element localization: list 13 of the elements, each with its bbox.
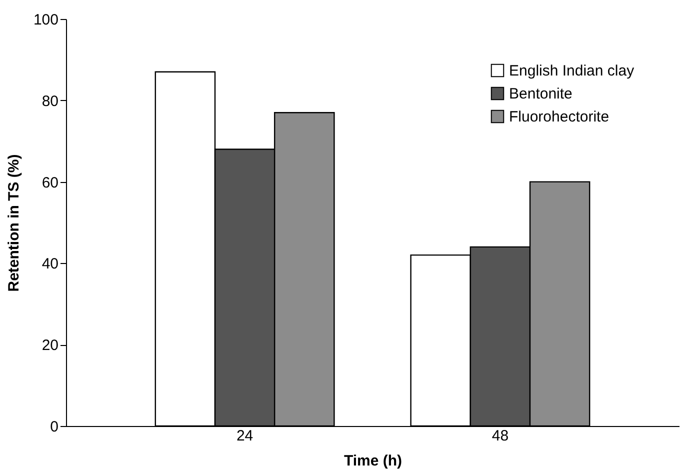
x-axis-title: Time (h)	[344, 452, 402, 470]
y-tick-label: 40	[42, 256, 58, 273]
x-tick-label: 24	[236, 428, 254, 444]
y-tick-label: 60	[42, 174, 58, 192]
y-tick-label: 100	[33, 12, 58, 28]
x-tick-label: 48	[492, 428, 509, 444]
legend-label: Fluorohectorite	[509, 108, 610, 126]
y-tick-label: 0	[50, 418, 58, 436]
y-tick-label: 20	[42, 337, 58, 354]
legend-label: English Indian clay	[509, 62, 635, 80]
y-axis-title: Retention in TS (%)	[5, 154, 22, 292]
legend-label: Bentonite	[509, 86, 572, 102]
y-tick-label: 80	[42, 92, 58, 110]
